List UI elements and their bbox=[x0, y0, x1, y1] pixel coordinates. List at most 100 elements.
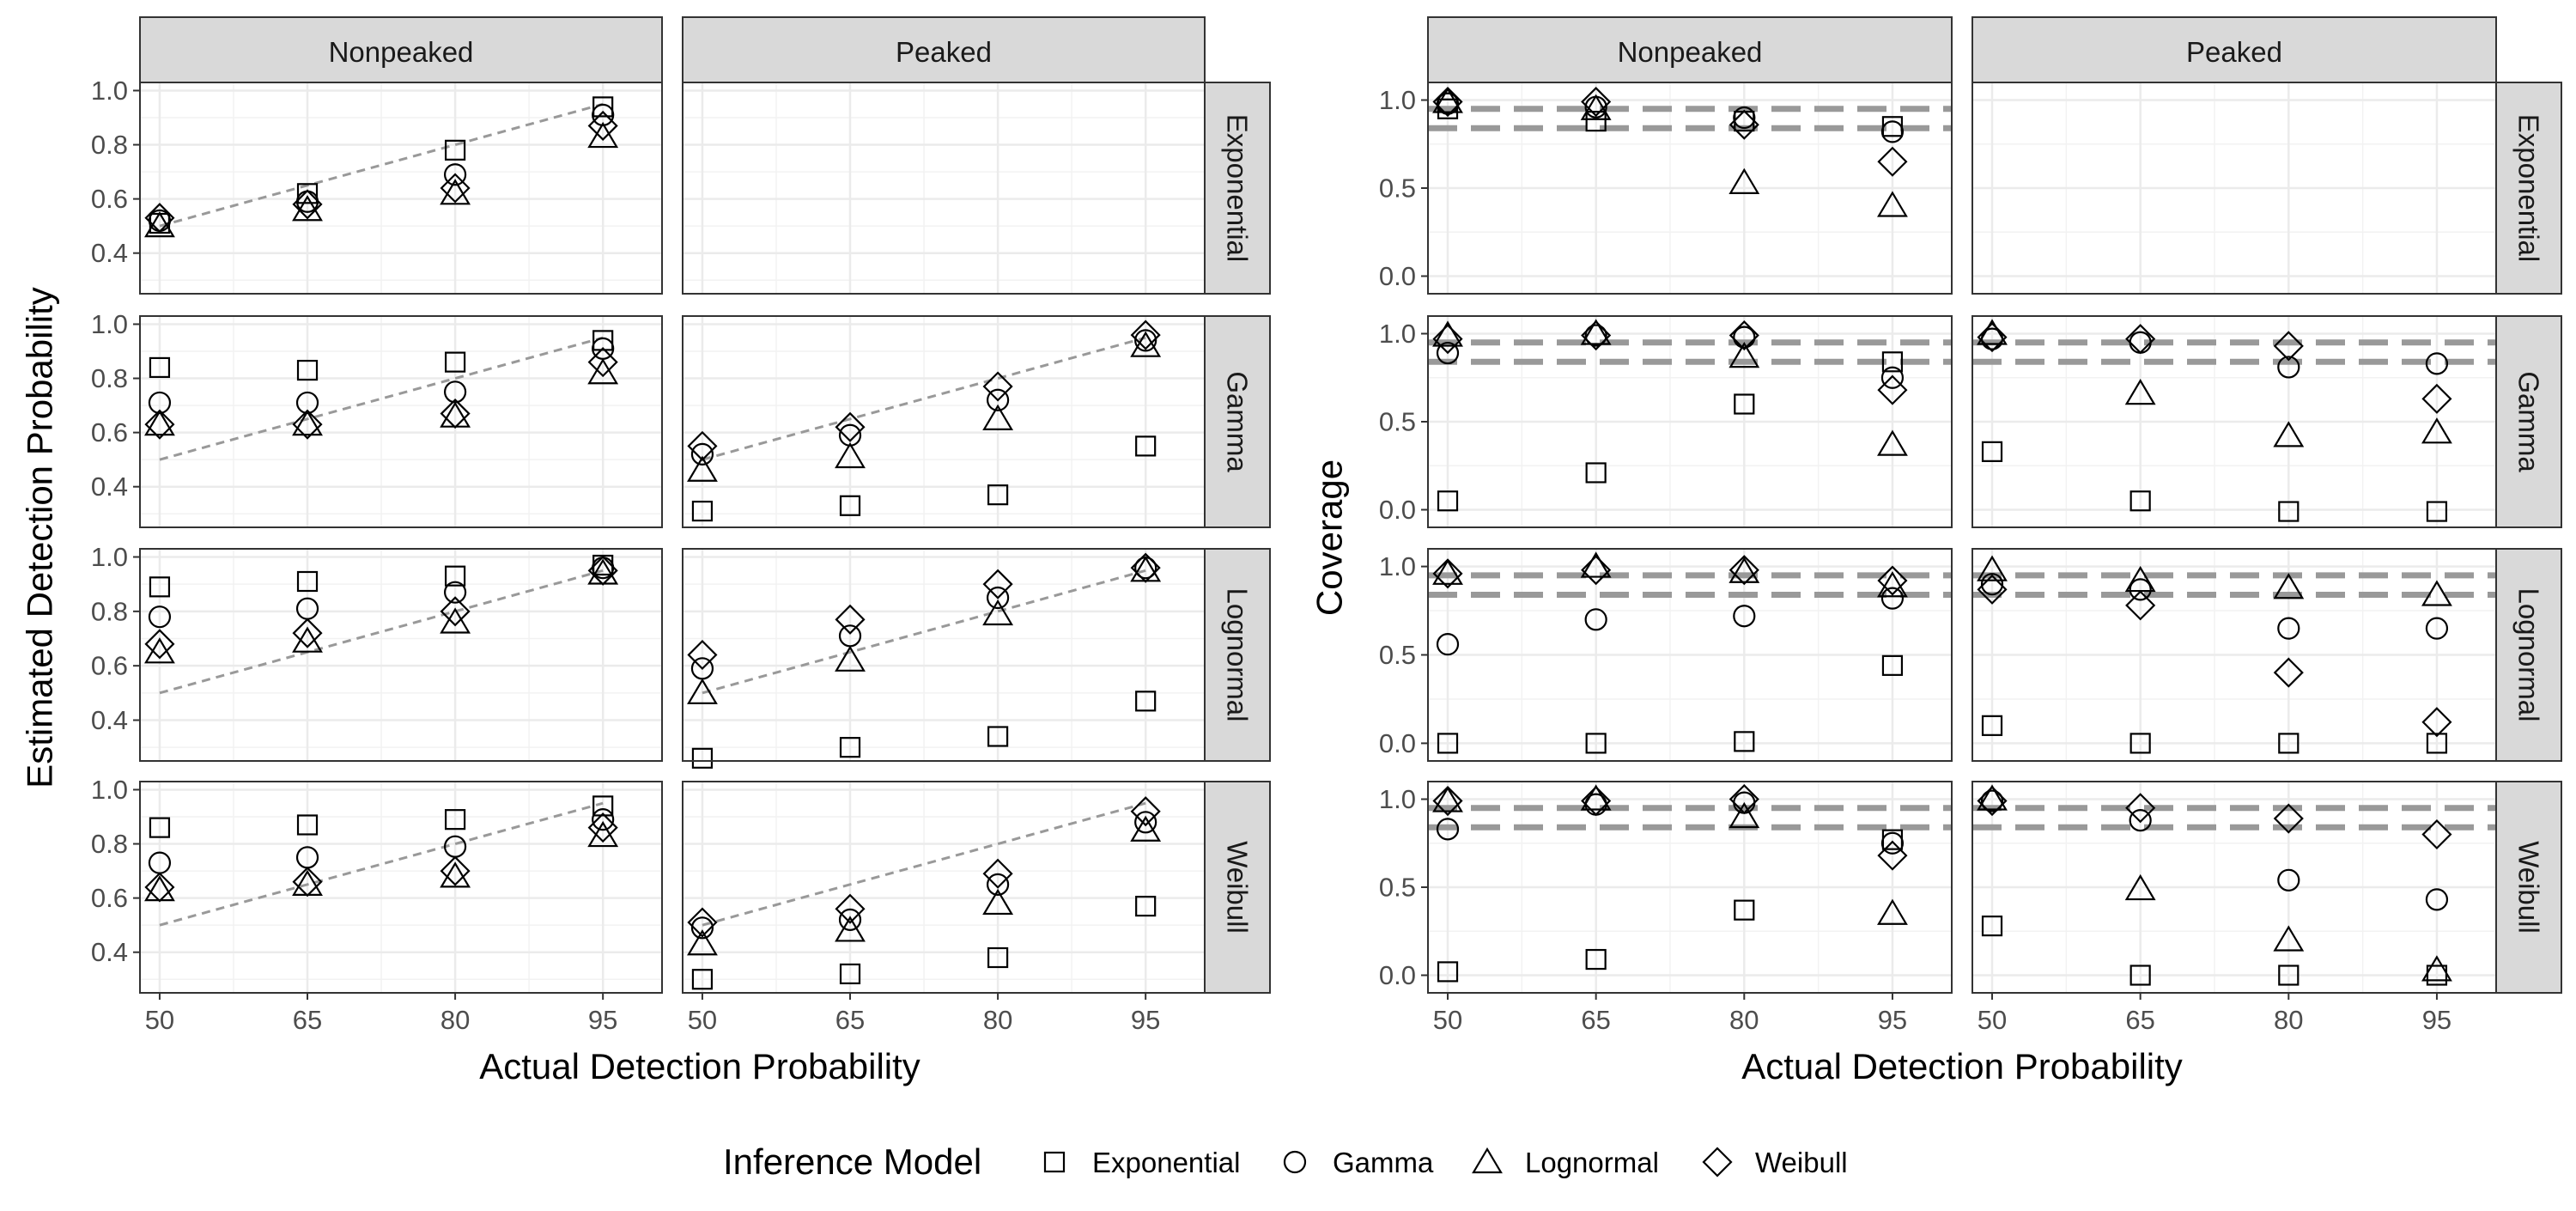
y-tick-label: 1.0 bbox=[1379, 85, 1416, 115]
lognormal-point bbox=[835, 441, 866, 469]
panel-border bbox=[139, 781, 663, 994]
lognormal-point bbox=[1977, 319, 2008, 345]
weibull-point bbox=[1877, 565, 1908, 596]
column-strip bbox=[1427, 16, 1953, 83]
weibull-point bbox=[440, 855, 471, 886]
legend-label: Gamma bbox=[1333, 1147, 1434, 1178]
x-tick-label: 80 bbox=[983, 1005, 1012, 1035]
weibull-point bbox=[1130, 552, 1161, 583]
row-strip-label: Gamma bbox=[1222, 371, 1254, 472]
weibull-point bbox=[144, 629, 175, 660]
panel-border bbox=[1971, 315, 2497, 528]
identity-reference-line bbox=[702, 336, 1146, 461]
y-tick-label: 0.6 bbox=[91, 651, 128, 681]
column-strip-label: Peaked bbox=[2186, 36, 2282, 68]
lognormal-point bbox=[982, 404, 1014, 430]
legend bbox=[1043, 1147, 1733, 1178]
weibull-point bbox=[1432, 558, 1463, 589]
weibull-point bbox=[835, 893, 866, 924]
panel-peaked-lognormal bbox=[682, 548, 1206, 769]
lognormal-point bbox=[687, 929, 718, 956]
weibull-point bbox=[2125, 590, 2156, 621]
identity-reference-line bbox=[159, 336, 604, 461]
lognormal-point bbox=[1977, 784, 2008, 811]
row-strip bbox=[1204, 82, 1271, 295]
exponential-point bbox=[296, 814, 319, 836]
weibull-point bbox=[1130, 796, 1161, 827]
row-strip-label: Gamma bbox=[2513, 371, 2545, 472]
legend-weibull-icon bbox=[1702, 1147, 1733, 1178]
lognormal-point bbox=[1728, 167, 1760, 194]
y-tick-label: 0.8 bbox=[91, 363, 128, 393]
weibull-point bbox=[1977, 574, 2008, 605]
gamma-point bbox=[1436, 818, 1460, 841]
weibull-point bbox=[440, 596, 471, 627]
gamma-point bbox=[592, 808, 615, 831]
panel-border bbox=[139, 315, 663, 528]
x-tick-label: 50 bbox=[1433, 1005, 1462, 1035]
column-strip-label: Nonpeaked bbox=[1618, 36, 1763, 68]
gamma-point bbox=[838, 908, 862, 931]
exponential-point bbox=[1437, 961, 1459, 983]
lognormal-point bbox=[2421, 955, 2452, 982]
panel-border bbox=[139, 548, 663, 762]
lognormal-point bbox=[1580, 551, 1612, 578]
y-tick-label: 0.4 bbox=[91, 937, 128, 967]
exponential-point bbox=[1437, 490, 1459, 512]
exponential-point bbox=[444, 139, 466, 161]
gamma-point bbox=[1134, 329, 1157, 352]
column-strip-label: Nonpeaked bbox=[329, 36, 474, 68]
lognormal-point bbox=[1877, 571, 1908, 598]
weibull-point bbox=[1877, 840, 1908, 871]
weibull-point bbox=[587, 555, 618, 586]
lognormal-point bbox=[1580, 784, 1612, 811]
panel-border bbox=[1971, 781, 2497, 994]
x-tick-label: 50 bbox=[1978, 1005, 2007, 1035]
y-tick-label: 1.0 bbox=[91, 775, 128, 805]
exponential-point bbox=[592, 96, 614, 118]
legend-lognormal-icon bbox=[1472, 1147, 1503, 1174]
row-strip bbox=[1204, 315, 1271, 528]
lognormal-point bbox=[982, 599, 1014, 626]
panel-border bbox=[682, 82, 1206, 295]
panel-border bbox=[682, 315, 1206, 528]
panel-background bbox=[683, 549, 1205, 761]
weibull-point bbox=[2421, 818, 2452, 850]
gamma-point bbox=[690, 442, 714, 466]
weibull-point bbox=[440, 398, 471, 429]
exponential-point bbox=[1734, 899, 1755, 921]
panel-border bbox=[139, 82, 663, 295]
weibull-point bbox=[587, 110, 618, 142]
exponential-point bbox=[1135, 895, 1157, 917]
panel-nonpeaked-lognormal bbox=[139, 548, 663, 762]
y-tick-label: 0.0 bbox=[1379, 728, 1416, 758]
y-tick-label: 0.0 bbox=[1379, 960, 1416, 990]
lognormal-point bbox=[1977, 555, 2008, 581]
lognormal-point bbox=[2124, 379, 2156, 405]
row-strip bbox=[2495, 781, 2562, 994]
y-tick-label: 0.8 bbox=[91, 596, 128, 626]
lognormal-point bbox=[292, 409, 323, 436]
y-tick-label: 0.8 bbox=[91, 829, 128, 859]
gamma-point bbox=[1436, 92, 1460, 115]
panel-peaked-exponential bbox=[682, 82, 1206, 295]
gamma-point bbox=[1880, 831, 1905, 855]
exponential-point bbox=[1981, 915, 2003, 937]
lognormal-point bbox=[1130, 331, 1162, 357]
lognormal-point bbox=[440, 861, 471, 888]
weibull-point bbox=[687, 430, 718, 461]
panel-border bbox=[1971, 548, 2497, 762]
lognormal-point bbox=[2421, 580, 2452, 606]
exponential-point bbox=[2426, 733, 2448, 754]
lognormal-point bbox=[2273, 925, 2305, 952]
lognormal-point bbox=[440, 607, 471, 634]
exponential-point bbox=[2278, 501, 2300, 522]
row-strip bbox=[2495, 548, 2562, 762]
weibull-point bbox=[1877, 374, 1908, 405]
panel-peaked-weibull bbox=[1971, 781, 2497, 994]
x-tick-label: 95 bbox=[2422, 1005, 2451, 1035]
exponential-point bbox=[1734, 393, 1755, 415]
exponential-point bbox=[2426, 501, 2448, 522]
gamma-point bbox=[2425, 352, 2449, 375]
